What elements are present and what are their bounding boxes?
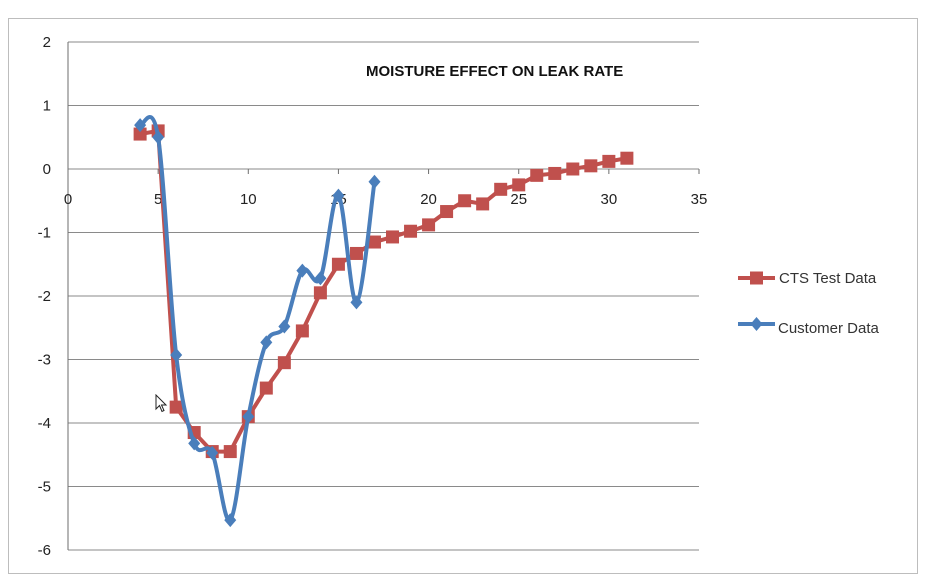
- data-point-cts-test-data: [295, 324, 309, 338]
- data-point-cts-test-data: [512, 178, 526, 192]
- chart-svg: 210-1-2-3-4-5-605101520253035 MOISTURE E…: [38, 34, 880, 559]
- data-point-cts-test-data: [584, 159, 598, 173]
- data-point-customer-data: [278, 319, 291, 334]
- y-tick-label: 1: [43, 98, 51, 115]
- data-point-customer-data: [260, 335, 273, 350]
- x-tick-label: 10: [240, 191, 257, 208]
- data-point-cts-test-data: [458, 194, 472, 208]
- data-point-cts-test-data: [169, 400, 183, 414]
- chart-title: MOISTURE EFFECT ON LEAK RATE: [366, 63, 623, 80]
- y-tick-label: -3: [38, 352, 51, 369]
- data-point-cts-test-data: [277, 356, 291, 370]
- y-tick-label: 0: [43, 161, 51, 178]
- y-tick-label: -1: [38, 225, 51, 242]
- data-point-cts-test-data: [367, 235, 381, 249]
- data-point-customer-data: [134, 118, 147, 133]
- data-point-customer-data: [242, 409, 255, 424]
- series-line-cts-test-data: [138, 128, 629, 454]
- x-tick-label: 20: [420, 191, 437, 208]
- data-point-cts-test-data: [602, 154, 616, 168]
- data-point-customer-data: [188, 436, 201, 451]
- series-line-customer-data: [138, 115, 377, 523]
- data-point-cts-test-data: [476, 197, 490, 211]
- data-point-cts-test-data: [313, 286, 327, 300]
- x-tick-label: 30: [601, 191, 618, 208]
- data-point-customer-data: [368, 174, 381, 189]
- y-tick-label: 2: [43, 34, 51, 51]
- chart-frame: 210-1-2-3-4-5-605101520253035 MOISTURE E…: [8, 18, 918, 574]
- data-point-cts-test-data: [548, 166, 562, 180]
- legend-marker-customer-data: [750, 317, 763, 331]
- data-point-cts-test-data: [422, 218, 436, 232]
- data-point-customer-data: [206, 445, 219, 460]
- data-point-customer-data: [224, 513, 237, 528]
- data-point-cts-test-data: [620, 151, 634, 165]
- data-point-cts-test-data: [133, 127, 147, 141]
- data-point-cts-test-data: [223, 445, 237, 459]
- y-tick-label: -4: [38, 415, 51, 432]
- data-point-customer-data: [350, 295, 363, 310]
- y-tick-label: -5: [38, 479, 51, 496]
- data-point-cts-test-data: [331, 257, 345, 271]
- legend-label-customer-data: Customer Data: [778, 320, 880, 337]
- data-point-cts-test-data: [259, 381, 273, 395]
- data-point-cts-test-data: [386, 230, 400, 244]
- mouse-pointer-icon: [155, 394, 168, 413]
- x-tick-label: 5: [154, 191, 162, 208]
- data-point-customer-data: [314, 271, 327, 286]
- x-tick-label: 35: [691, 191, 708, 208]
- data-point-customer-data: [332, 188, 345, 203]
- legend-label-cts-test-data: CTS Test Data: [779, 270, 877, 287]
- data-point-cts-test-data: [440, 205, 454, 219]
- data-point-customer-data: [152, 130, 165, 145]
- data-point-cts-test-data: [349, 246, 363, 260]
- legend-marker-cts-test-data: [750, 271, 763, 285]
- y-tick-label: -2: [38, 288, 51, 305]
- data-point-cts-test-data: [530, 168, 544, 182]
- data-point-customer-data: [170, 348, 183, 363]
- x-tick-label: 25: [510, 191, 527, 208]
- data-point-cts-test-data: [566, 162, 580, 176]
- data-point-cts-test-data: [494, 182, 508, 196]
- data-point-cts-test-data: [404, 224, 418, 238]
- y-tick-label: -6: [38, 542, 51, 559]
- data-point-customer-data: [296, 263, 309, 278]
- x-tick-label: 0: [64, 191, 72, 208]
